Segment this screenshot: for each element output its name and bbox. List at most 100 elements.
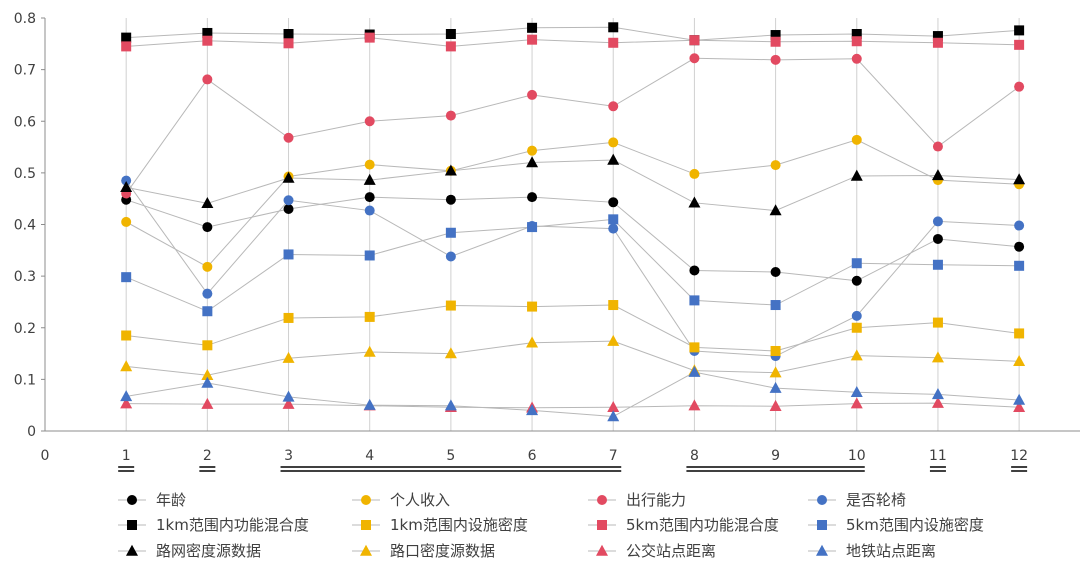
- legend-marker: [361, 520, 371, 530]
- x-tick-label: 0: [41, 448, 50, 464]
- data-point-0-8: [770, 266, 781, 277]
- y-tick-label: 0.1: [14, 372, 36, 388]
- data-point-4-1: [202, 27, 213, 38]
- data-point-3-1: [202, 288, 213, 299]
- legend-label: 1km范围内功能混合度: [156, 516, 309, 534]
- data-point-1-6: [608, 137, 619, 148]
- data-point-9-6: [607, 334, 620, 346]
- data-point-8-2: [282, 171, 295, 183]
- x-group-brackets: [118, 466, 1028, 472]
- data-point-4-4: [445, 29, 456, 40]
- data-point-9-3: [363, 345, 376, 357]
- data-point-9-2: [282, 351, 295, 363]
- data-point-1-5: [527, 145, 538, 156]
- legend-marker: [126, 544, 138, 556]
- data-point-3-2: [283, 195, 294, 206]
- data-point-11-11: [1013, 393, 1026, 405]
- data-point-0-4: [445, 194, 456, 205]
- legend-marker: [816, 544, 828, 556]
- legend-label: 年龄: [156, 491, 186, 509]
- data-point-5-3: [364, 311, 375, 322]
- legend-marker: [597, 520, 607, 530]
- legend-label: 5km范围内功能混合度: [626, 516, 779, 534]
- data-point-6-1: [202, 35, 213, 46]
- axes: 00.10.20.30.40.50.60.70.80 1 2 3 4 5 6 7 8 9 10 11 1…: [14, 11, 1080, 464]
- data-point-4-9: [851, 29, 862, 40]
- legend-label: 出行能力: [626, 491, 686, 509]
- data-point-11-3: [363, 398, 376, 410]
- data-point-8-6: [607, 153, 620, 165]
- data-point-0-9: [851, 275, 862, 286]
- data-point-4-11: [1014, 25, 1025, 36]
- x-tick-label: 12: [1010, 448, 1028, 464]
- y-tick-label: 0.2: [14, 321, 36, 337]
- data-point-11-7: [688, 365, 701, 377]
- legend-marker: [817, 520, 827, 530]
- series-line-0: [126, 196, 1020, 282]
- data-point-11-5: [526, 404, 539, 416]
- y-tick-label: 0.7: [14, 63, 36, 79]
- legend-label: 地铁站点距离: [846, 542, 936, 560]
- data-point-4-10: [932, 31, 943, 42]
- data-point-5-4: [445, 300, 456, 311]
- x-tick-label: 9: [771, 448, 780, 464]
- data-point-2-7: [689, 53, 700, 64]
- data-point-1-9: [851, 134, 862, 145]
- data-point-6-2: [283, 38, 294, 49]
- data-point-8-11: [1013, 173, 1026, 185]
- data-point-4-0: [121, 32, 132, 43]
- data-point-5-7: [689, 342, 700, 353]
- data-point-0-5: [527, 192, 538, 203]
- series-line-4: [126, 26, 1020, 41]
- x-tick-label: 10: [848, 448, 866, 464]
- series-line-8: [126, 159, 1020, 212]
- y-tick-label: 0.5: [14, 166, 36, 182]
- data-point-0-7: [689, 265, 700, 276]
- data-point-10-11: [1013, 400, 1026, 412]
- data-point-7-4: [445, 227, 456, 238]
- data-point-3-11: [1014, 220, 1025, 231]
- data-point-0-10: [932, 233, 943, 244]
- series-line-11: [126, 371, 1020, 418]
- data-point-8-4: [444, 164, 457, 176]
- data-point-7-9: [851, 258, 862, 269]
- legend: 年龄 个人收入 出行能力 是否轮椅 1km范围内功能混合度 1km范围内设施密度 5km范围…: [118, 491, 984, 560]
- data-point-9-5: [526, 336, 539, 348]
- data-point-0-11: [1014, 241, 1025, 252]
- data-point-0-2: [283, 204, 294, 215]
- series-line-9: [126, 340, 1020, 376]
- legend-label: 路网密度源数据: [156, 542, 261, 560]
- data-point-6-4: [445, 41, 456, 52]
- data-point-11-0: [120, 390, 133, 402]
- data-point-8-5: [526, 156, 539, 168]
- series-lines: [125, 26, 1020, 418]
- data-point-7-5: [527, 222, 538, 233]
- x-tick-label: 1: [122, 448, 131, 464]
- data-point-7-7: [689, 295, 700, 306]
- data-point-2-2: [283, 132, 294, 143]
- data-point-2-3: [364, 116, 375, 127]
- data-point-8-1: [201, 197, 214, 209]
- series-line-2: [125, 57, 1020, 194]
- data-point-10-7: [688, 399, 701, 411]
- data-point-1-3: [364, 159, 375, 170]
- data-point-8-7: [688, 196, 701, 208]
- y-tick-label: 0.8: [14, 11, 36, 27]
- data-point-6-3: [364, 32, 375, 43]
- data-point-7-6: [608, 214, 619, 225]
- data-point-5-2: [283, 312, 294, 323]
- data-point-2-8: [770, 54, 781, 65]
- legend-marker: [597, 495, 607, 505]
- data-point-5-5: [527, 301, 538, 312]
- data-point-9-10: [931, 351, 944, 363]
- data-point-1-1: [202, 261, 213, 272]
- data-point-9-1: [201, 368, 214, 380]
- data-point-8-8: [769, 204, 782, 216]
- data-point-10-6: [607, 400, 620, 412]
- data-point-5-8: [770, 345, 781, 356]
- x-tick-label: 8: [690, 448, 699, 464]
- legend-marker: [361, 495, 371, 505]
- y-tick-label: 0.6: [14, 114, 36, 130]
- data-point-7-1: [202, 306, 213, 317]
